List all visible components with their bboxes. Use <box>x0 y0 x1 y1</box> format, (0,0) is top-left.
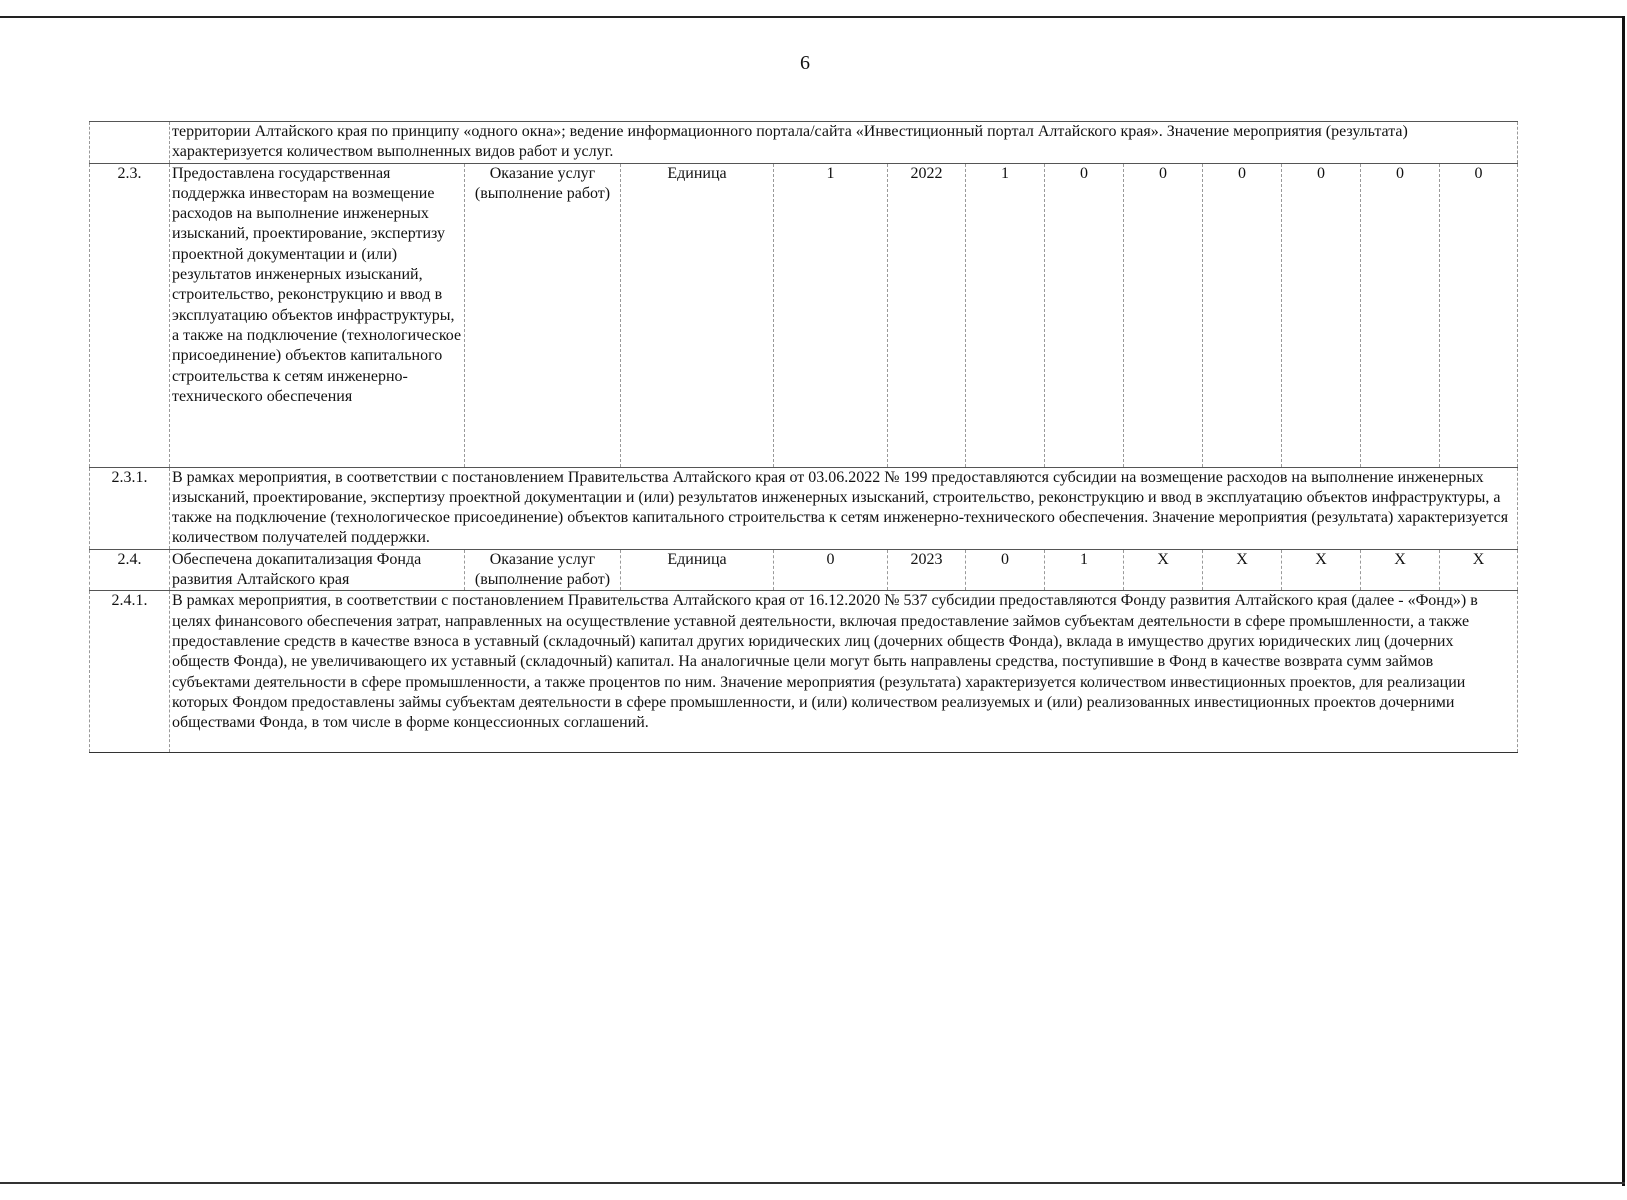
table-row-2-3: 2.3. Предоставлена государственная подде… <box>89 162 1518 468</box>
row-number: 2.4. <box>89 548 170 592</box>
row-name: Обеспечена докапитализация Фонда развити… <box>169 548 465 592</box>
row-value: X <box>1360 548 1440 592</box>
row-unit: Единица <box>620 162 774 468</box>
row-value: 1 <box>773 162 888 468</box>
activities-table: территории Алтайского края по принципу «… <box>89 121 1518 754</box>
row-name: Предоставлена государственная поддержка … <box>169 162 465 468</box>
row-value: 0 <box>1202 162 1282 468</box>
page-top-border <box>0 16 1625 18</box>
page-right-border <box>1622 16 1625 1186</box>
row-type: Оказание услуг (выполнение работ) <box>464 162 621 468</box>
row-number <box>89 121 170 164</box>
row-description: В рамках мероприятия, в соответствии с п… <box>169 590 1518 754</box>
row-value: 0 <box>1281 162 1361 468</box>
row-number: 2.3. <box>89 162 170 468</box>
row-value: 2023 <box>887 548 966 592</box>
row-type: Оказание услуг (выполнение работ) <box>464 548 621 592</box>
row-value: 0 <box>1360 162 1440 468</box>
row-value: X <box>1281 548 1361 592</box>
table-row-2-4: 2.4. Обеспечена докапитализация Фонда ра… <box>89 548 1518 592</box>
row-value: X <box>1439 548 1518 592</box>
row-value: 0 <box>1123 162 1203 468</box>
row-value: 0 <box>1044 162 1124 468</box>
page-bottom-border <box>0 1182 1625 1184</box>
row-description: территории Алтайского края по принципу «… <box>169 121 1518 164</box>
row-number: 2.3.1. <box>89 466 170 550</box>
table-row-2-3-1: 2.3.1. В рамках мероприятия, в соответст… <box>89 466 1518 550</box>
row-value: X <box>1202 548 1282 592</box>
row-value: 2022 <box>887 162 966 468</box>
row-value: 0 <box>773 548 888 592</box>
row-value: 1 <box>1044 548 1124 592</box>
row-value: 0 <box>965 548 1045 592</box>
table-row-2-4-1: 2.4.1. В рамках мероприятия, в соответст… <box>89 590 1518 754</box>
table-row-continued: территории Алтайского края по принципу «… <box>89 121 1518 164</box>
row-value: X <box>1123 548 1203 592</box>
row-unit: Единица <box>620 548 774 592</box>
row-value: 1 <box>965 162 1045 468</box>
row-number: 2.4.1. <box>89 590 170 754</box>
row-description: В рамках мероприятия, в соответствии с п… <box>169 466 1518 550</box>
row-value: 0 <box>1439 162 1518 468</box>
page-number: 6 <box>800 52 810 74</box>
